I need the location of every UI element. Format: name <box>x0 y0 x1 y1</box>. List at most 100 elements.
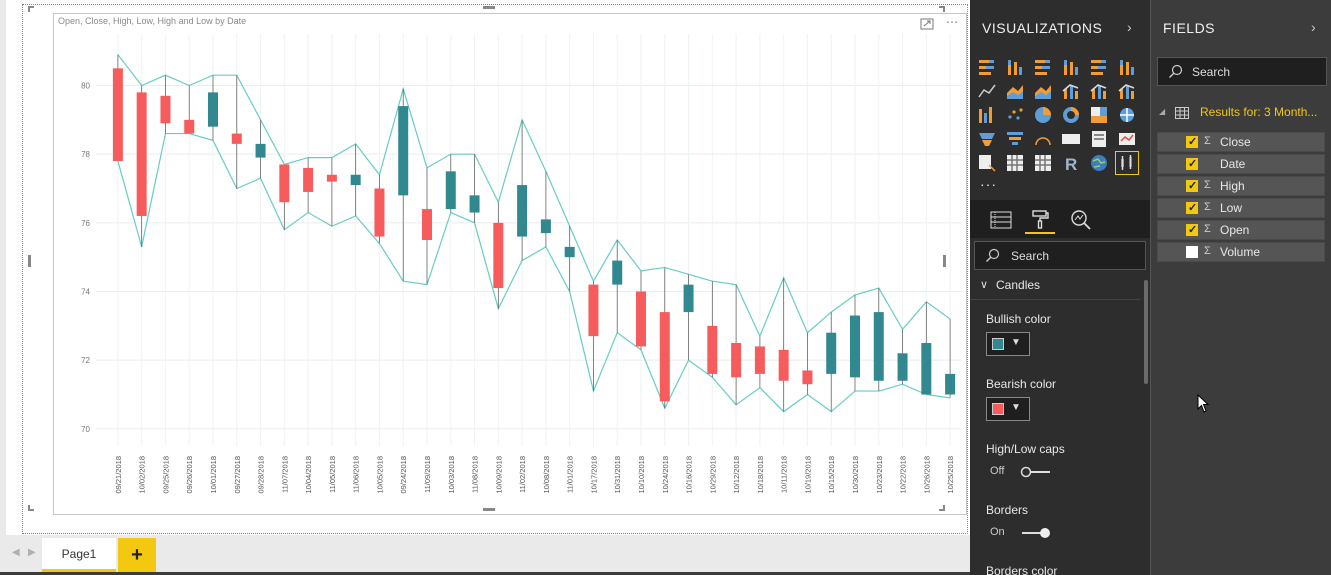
funnel-icon[interactable] <box>1004 128 1026 150</box>
focus-mode-icon[interactable] <box>920 18 934 33</box>
globe-icon[interactable] <box>1088 152 1110 174</box>
line-column-2-icon[interactable] <box>1088 80 1110 102</box>
field-checkbox[interactable] <box>1186 246 1198 258</box>
candle-body <box>802 370 813 385</box>
tab-fields-wells[interactable] <box>986 206 1016 234</box>
bullish-color-picker[interactable]: ▼ <box>986 332 1030 356</box>
100-bar-icon[interactable] <box>1088 56 1110 78</box>
prev-page-icon[interactable]: ◀ <box>12 547 20 558</box>
candlestick-icon[interactable] <box>1115 151 1139 175</box>
resize-handle[interactable] <box>483 6 495 9</box>
resize-handle[interactable] <box>943 6 945 12</box>
resize-handle[interactable] <box>28 505 30 511</box>
analytics-magnifier-icon <box>1071 210 1091 230</box>
x-tick-label: 10/30/2018 <box>851 456 860 494</box>
field-label: High <box>1220 179 1245 193</box>
kpi-icon[interactable] <box>1116 128 1138 150</box>
slicer-icon[interactable] <box>976 152 998 174</box>
scatter-icon[interactable] <box>1004 104 1026 126</box>
more-visuals-button[interactable]: ··· <box>980 176 997 192</box>
format-pane-scrollbar[interactable] <box>1144 280 1148 384</box>
field-checkbox[interactable]: ✓ <box>1186 180 1198 192</box>
caps-toggle[interactable] <box>1020 466 1052 478</box>
x-tick-label: 10/02/2018 <box>138 456 147 494</box>
tab-analytics[interactable] <box>1066 206 1096 234</box>
resize-handle[interactable] <box>28 509 34 511</box>
page-tabs-bar: ◀ ▶ Page1 + <box>0 535 970 573</box>
filled-map-icon[interactable] <box>976 128 998 150</box>
stacked-column-icon[interactable] <box>1004 56 1026 78</box>
caret-down-icon: ▼ <box>1011 337 1021 348</box>
add-page-button[interactable]: + <box>118 538 156 572</box>
field-row-close[interactable]: ✓ Σ Close <box>1157 132 1325 152</box>
resize-handle[interactable] <box>28 6 30 12</box>
map-icon[interactable] <box>1116 104 1138 126</box>
resize-handle[interactable] <box>943 255 946 267</box>
field-row-high[interactable]: ✓ Σ High <box>1157 176 1325 196</box>
ribbon-icon[interactable] <box>1116 80 1138 102</box>
y-tick-label: 78 <box>81 150 90 159</box>
field-label: Close <box>1220 135 1251 149</box>
field-checkbox[interactable]: ✓ <box>1186 136 1198 148</box>
bearish-swatch <box>992 403 1004 415</box>
waterfall-icon[interactable] <box>976 104 998 126</box>
field-row-volume[interactable]: Σ Volume <box>1157 242 1325 262</box>
bearish-color-picker[interactable]: ▼ <box>986 397 1030 421</box>
field-checkbox[interactable]: ✓ <box>1186 224 1198 236</box>
candle-body <box>493 222 504 289</box>
collapse-visualizations-icon[interactable]: › <box>1127 19 1132 35</box>
resize-handle[interactable] <box>939 509 945 511</box>
x-tick-label: 10/17/2018 <box>589 456 598 494</box>
borders-toggle[interactable] <box>1020 527 1052 539</box>
resize-handle[interactable] <box>28 255 31 267</box>
x-tick-label: 10/11/2018 <box>780 456 789 493</box>
resize-handle[interactable] <box>939 6 945 8</box>
matrix-icon[interactable] <box>1032 152 1054 174</box>
candle-body <box>540 219 551 234</box>
next-page-icon[interactable]: ▶ <box>28 547 36 558</box>
tab-format[interactable] <box>1025 206 1055 234</box>
candlestick-visual[interactable]: Open, Close, High, Low, High and Low by … <box>53 13 967 515</box>
ellipsis-icon[interactable]: ⋯ <box>946 15 958 29</box>
treemap-icon[interactable] <box>1088 104 1110 126</box>
field-row-low[interactable]: ✓ Σ Low <box>1157 198 1325 218</box>
r-visual-icon[interactable]: R <box>1060 152 1082 174</box>
gauge-icon[interactable] <box>1032 128 1054 150</box>
line-column-icon[interactable] <box>1060 80 1082 102</box>
table-node[interactable]: ◢ Results for: 3 Month... <box>1157 104 1327 122</box>
line-chart-icon[interactable] <box>976 80 998 102</box>
resize-handle[interactable] <box>483 508 495 511</box>
y-tick-label: 74 <box>81 288 90 297</box>
visual-title: Open, Close, High, Low, High and Low by … <box>58 16 247 26</box>
tab-page1[interactable]: Page1 <box>42 538 116 572</box>
clustered-column-icon[interactable] <box>1060 56 1082 78</box>
table-icon[interactable] <box>1004 152 1026 174</box>
collapse-fields-icon[interactable]: › <box>1311 19 1316 35</box>
clustered-bar-icon[interactable] <box>1032 56 1054 78</box>
area-chart-icon[interactable] <box>1004 80 1026 102</box>
x-tick-label: 11/09/2018 <box>423 456 432 493</box>
resize-handle[interactable] <box>943 505 945 511</box>
field-row-date[interactable]: ✓ Date <box>1157 154 1325 174</box>
fields-search-input[interactable]: Search <box>1157 57 1327 86</box>
field-checkbox[interactable]: ✓ <box>1186 158 1198 170</box>
resize-handle[interactable] <box>28 6 34 8</box>
donut-icon[interactable] <box>1060 104 1082 126</box>
x-tick-label: 10/24/2018 <box>661 456 670 494</box>
field-checkbox[interactable]: ✓ <box>1186 202 1198 214</box>
sigma-icon: Σ <box>1204 135 1211 147</box>
pie-icon[interactable] <box>1032 104 1054 126</box>
field-row-open[interactable]: ✓ Σ Open <box>1157 220 1325 240</box>
format-search-input[interactable]: Search <box>974 241 1146 270</box>
stacked-area-icon[interactable] <box>1032 80 1054 102</box>
candles-section-header[interactable]: ∨ Candles <box>970 272 1140 300</box>
x-tick-label: 11/07/2018 <box>280 456 289 493</box>
multirow-card-icon[interactable] <box>1088 128 1110 150</box>
stacked-bar-icon[interactable] <box>976 56 998 78</box>
card-icon[interactable] <box>1060 128 1082 150</box>
100-column-icon[interactable] <box>1116 56 1138 78</box>
candle-body <box>469 195 480 213</box>
fields-pane: FIELDS › Search ◢ Results for: 3 Month..… <box>1150 0 1331 575</box>
candle-body <box>897 353 908 381</box>
